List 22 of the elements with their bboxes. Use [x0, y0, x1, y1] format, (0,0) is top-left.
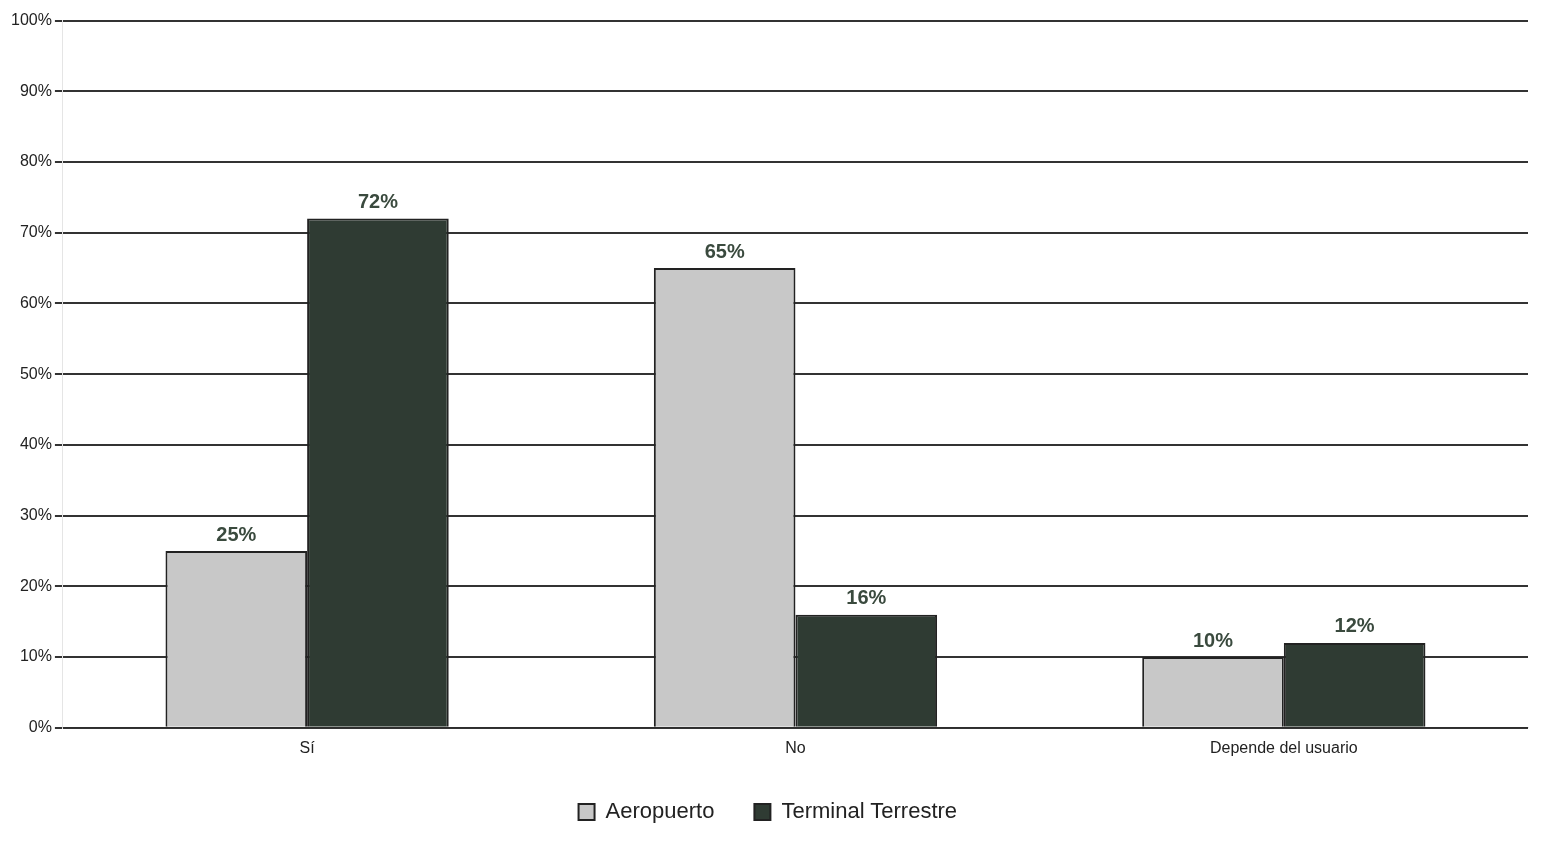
- x-tick-label: No: [785, 738, 806, 756]
- legend-label: Terminal Terrestre: [781, 798, 958, 824]
- y-tick-label: 50%: [19, 364, 52, 382]
- y-tick-label: 80%: [19, 152, 52, 170]
- y-tick-label: 0%: [28, 718, 52, 736]
- data-label: 16%: [846, 586, 887, 609]
- data-label: 25%: [216, 522, 257, 545]
- data-label: 65%: [704, 239, 745, 262]
- legend-label: Aeropuerto: [605, 798, 715, 824]
- y-tick-label: 40%: [19, 435, 52, 453]
- y-tick-label: 100%: [11, 11, 52, 29]
- y-tick-label: 90%: [19, 81, 52, 99]
- y-tick-label: 10%: [19, 647, 52, 665]
- y-tick-label: 20%: [19, 576, 52, 594]
- x-tick-label: Sí: [299, 738, 316, 756]
- y-tick-label: 30%: [19, 506, 52, 524]
- data-label: 10%: [1192, 628, 1234, 651]
- x-tick-label: Depende del usuario: [1209, 738, 1358, 756]
- data-label: 72%: [357, 190, 399, 213]
- y-tick-label: 60%: [19, 293, 52, 311]
- data-label: 12%: [1334, 614, 1375, 637]
- y-tick-label: 70%: [19, 223, 52, 241]
